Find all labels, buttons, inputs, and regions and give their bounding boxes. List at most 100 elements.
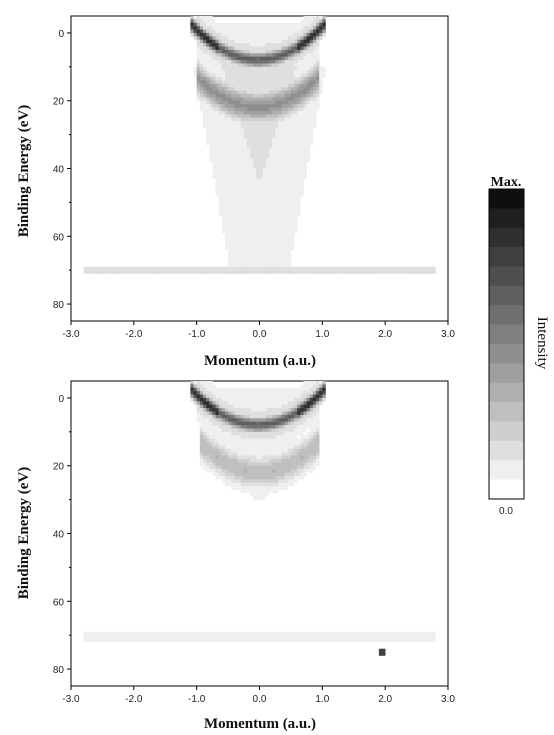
heatmap-cell [237, 107, 241, 112]
heatmap-cell [272, 127, 276, 132]
heatmap-cell [309, 36, 314, 41]
heatmap-cell [228, 260, 232, 264]
heatmap-cell [246, 117, 251, 122]
heatmap-cell [240, 455, 245, 460]
heatmap-cell [224, 26, 229, 30]
heatmap-cell [212, 93, 216, 98]
heatmap-cell [407, 631, 411, 636]
heatmap-cell [391, 631, 395, 636]
heatmap-cell [231, 631, 235, 636]
heatmap-cell [272, 472, 276, 477]
heatmap-cell [268, 219, 273, 224]
heatmap-cell [199, 93, 204, 98]
heatmap-cell [193, 391, 197, 395]
heatmap-cell [303, 77, 307, 81]
heatmap-cell [281, 43, 285, 47]
heatmap-cell [284, 256, 289, 261]
heatmap-cell [92, 266, 97, 271]
heatmap-cell [281, 117, 285, 122]
heatmap-cell [319, 29, 323, 34]
heatmap-cell [262, 154, 267, 159]
heatmap-cell [294, 638, 298, 643]
heatmap-cell [287, 36, 292, 41]
heatmap-cell [234, 158, 238, 163]
heatmap-cell [262, 421, 267, 426]
heatmap-cell [243, 131, 248, 135]
heatmap-cell [250, 29, 254, 34]
heatmap-cell [196, 90, 201, 95]
heatmap-cell [253, 445, 257, 450]
heatmap-cell [221, 472, 226, 477]
heatmap-cell [224, 448, 229, 453]
heatmap-cell [206, 394, 210, 399]
heatmap-cell [130, 270, 135, 274]
heatmap-cell [268, 171, 273, 176]
heatmap-cell [281, 635, 285, 639]
heatmap-cell [262, 80, 267, 85]
heatmap-cell [253, 107, 257, 112]
heatmap-cell [253, 141, 257, 146]
heatmap-cell [243, 195, 248, 200]
heatmap-cell [224, 36, 229, 41]
heatmap-cell [174, 638, 179, 643]
heatmap-cell [246, 226, 251, 230]
heatmap-cell [202, 266, 207, 271]
heatmap-cell [237, 638, 241, 643]
heatmap-cell [281, 404, 285, 409]
heatmap-cell [209, 134, 213, 139]
heatmap-cell [262, 158, 267, 163]
heatmap-cell [158, 635, 163, 639]
heatmap-cell [272, 458, 276, 463]
heatmap-cell [218, 49, 223, 54]
heatmap-cell [246, 260, 251, 264]
heatmap-cell [212, 43, 216, 47]
heatmap-cell [253, 414, 257, 419]
heatmap-cell [253, 114, 257, 118]
heatmap-cell [262, 442, 267, 446]
heatmap-cell [306, 131, 311, 135]
heatmap-cell [268, 397, 273, 402]
heatmap-cell [234, 49, 238, 54]
heatmap-cell [196, 394, 201, 399]
heatmap-cell [306, 73, 311, 78]
heatmap-cell [278, 229, 282, 234]
heatmap-cell [306, 144, 311, 149]
heatmap-cell [319, 87, 323, 91]
heatmap-cell [294, 178, 298, 183]
heatmap-cell [196, 631, 201, 636]
heatmap-cell [259, 638, 263, 643]
heatmap-cell [199, 455, 204, 460]
heatmap-cell [108, 270, 113, 274]
heatmap-cell [234, 428, 238, 433]
heatmap-cell [234, 134, 238, 139]
heatmap-cell [246, 428, 251, 433]
heatmap-cell [162, 638, 166, 643]
heatmap-cell [215, 168, 219, 173]
heatmap-cell [209, 391, 213, 395]
heatmap-cell [199, 435, 204, 439]
heatmap-cell [250, 465, 254, 470]
heatmap-cell [250, 438, 254, 443]
heatmap-cell [290, 141, 295, 146]
heatmap-cell [259, 90, 263, 95]
heatmap-cell [250, 458, 254, 463]
heatmap-cell [306, 87, 311, 91]
heatmap-cell [253, 127, 257, 132]
heatmap-cell [250, 421, 254, 426]
heatmap-cell [253, 87, 257, 91]
heatmap-cell [212, 391, 216, 395]
heatmap-cell [234, 475, 238, 480]
heatmap-cell [281, 270, 285, 274]
heatmap-cell [246, 397, 251, 402]
heatmap-cell [218, 141, 223, 146]
heatmap-cell [303, 408, 307, 412]
heatmap-cell [237, 175, 241, 179]
heatmap-cell [290, 185, 295, 190]
heatmap-cell [316, 80, 320, 85]
heatmap-cell [272, 421, 276, 426]
heatmap-cell [221, 104, 226, 108]
heatmap-cell [231, 121, 235, 125]
heatmap-cell [294, 141, 298, 146]
heatmap-cell [206, 381, 210, 385]
heatmap-cell [237, 635, 241, 639]
